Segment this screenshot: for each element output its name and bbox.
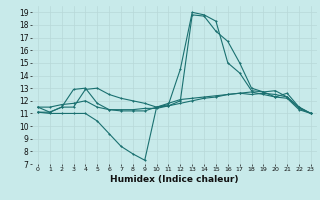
X-axis label: Humidex (Indice chaleur): Humidex (Indice chaleur): [110, 175, 239, 184]
